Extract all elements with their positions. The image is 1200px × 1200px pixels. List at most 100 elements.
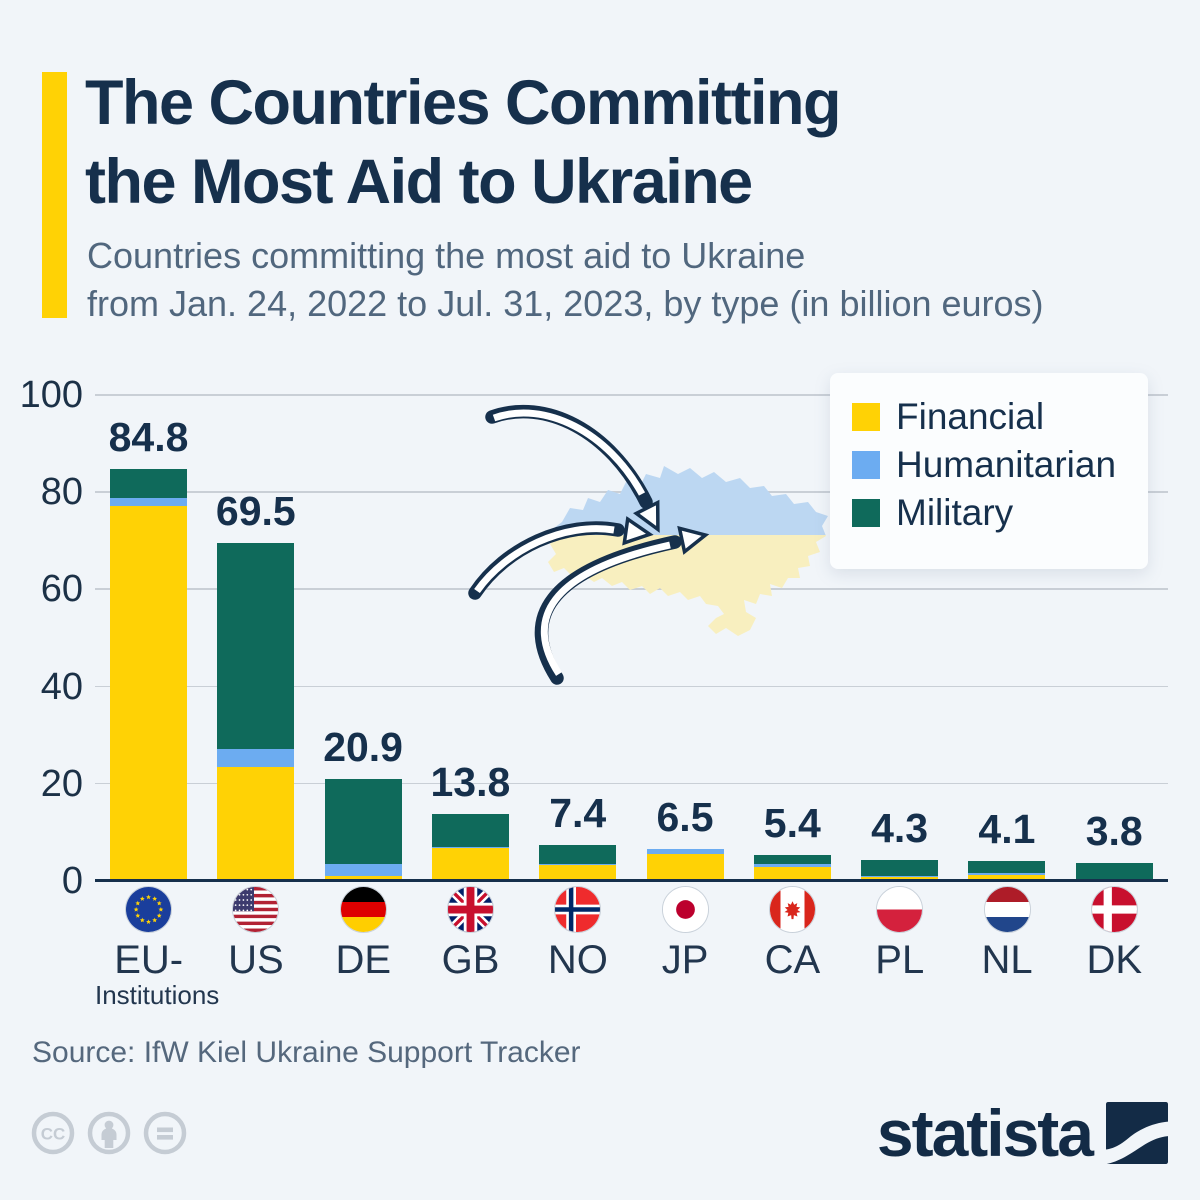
bar-segment-humanitarian-GB <box>431 846 509 849</box>
country-column-JP: JP <box>632 886 739 981</box>
country-column-US: US <box>202 886 309 981</box>
flag-dk-icon <box>1090 886 1138 933</box>
bar-segment-financial-NL <box>968 874 1046 881</box>
bar-segment-financial-US <box>217 766 295 881</box>
legend-label: Financial <box>896 396 1045 437</box>
gridline-100 <box>95 394 1168 396</box>
country-column-EU: EU- Institutions <box>95 886 220 1010</box>
legend-label: Humanitarian <box>896 444 1117 485</box>
flag-nl-icon <box>983 886 1031 933</box>
flag-pl-icon <box>876 886 924 933</box>
flag-jp-icon <box>661 886 709 933</box>
bar-segment-humanitarian-CA <box>753 864 831 867</box>
country-column-NL: NL <box>953 886 1060 981</box>
flag-de-icon <box>339 886 387 933</box>
bar-segment-military-DK <box>1075 862 1153 880</box>
country-label-PL: PL <box>875 938 925 982</box>
value-label-JP: 6.5 <box>656 794 714 841</box>
bar-segment-military-PL <box>861 860 939 876</box>
bar-segment-financial-NO <box>539 865 617 881</box>
cc-icon[interactable]: CC <box>30 1110 76 1156</box>
chart-plot-area: 0 20 40 60 80 100 <box>20 373 1168 902</box>
country-sublabel-EU: Institutions <box>95 980 220 1010</box>
y-tick-label-60: 60 <box>40 568 83 611</box>
subtitle-line-1: Countries committing the most aid to Ukr… <box>87 235 806 276</box>
bar-segment-humanitarian-US <box>217 748 295 767</box>
bar-segment-financial-JP <box>646 853 724 881</box>
bar-segment-humanitarian-JP <box>646 849 724 854</box>
value-label-EU: 84.8 <box>108 413 189 460</box>
country-axis: EU- Institutions US DE GB NO JP CA PL NL DK <box>95 886 1168 1016</box>
subtitle-line-2: from Jan. 24, 2022 to Jul. 31, 2023, by … <box>87 283 1044 324</box>
bar-segment-financial-EU <box>110 506 188 881</box>
value-label-US: 69.5 <box>215 488 296 535</box>
country-label-DE: DE <box>335 938 392 982</box>
flag-gb-icon <box>447 886 495 933</box>
country-column-PL: PL <box>846 886 953 981</box>
bar-segment-humanitarian-EU <box>110 497 188 507</box>
bar-segment-humanitarian-NO <box>539 864 617 866</box>
value-label-PL: 4.3 <box>871 805 929 852</box>
stacked-bar-EU <box>110 468 188 881</box>
title-accent-bar <box>42 72 67 318</box>
flag-ca-icon <box>768 886 816 933</box>
statista-logo[interactable]: statista <box>877 1100 1168 1166</box>
bar-segment-humanitarian-PL <box>861 875 939 878</box>
bar-segment-military-CA <box>753 854 831 865</box>
y-tick-label-80: 80 <box>40 471 83 514</box>
country-label-NL: NL <box>981 938 1033 982</box>
gridline-40 <box>95 685 1168 688</box>
country-column-DE: DE <box>310 886 417 981</box>
country-column-GB: GB <box>417 886 524 981</box>
statista-wordmark: statista <box>876 1096 1094 1170</box>
country-label-GB: GB <box>441 938 500 982</box>
bar-segment-military-NL <box>968 861 1046 873</box>
stacked-bar-NO <box>539 845 617 881</box>
cc-nd-icon[interactable] <box>142 1110 188 1156</box>
bar-segment-financial-DE <box>324 876 402 881</box>
chart-subtitle: Countries committing the most aid to Ukr… <box>87 232 1044 328</box>
title-line-1: The Countries Committing <box>85 68 841 138</box>
country-label-EU: EU- <box>114 938 184 982</box>
country-label-NO: NO <box>547 938 608 982</box>
value-label-NO: 7.4 <box>549 790 607 837</box>
page-title: The Countries Committing the Most Aid to … <box>85 64 841 222</box>
bar-segment-military-NO <box>539 845 617 865</box>
x-axis-line <box>95 879 1168 882</box>
aid-arrow-top <box>485 404 660 533</box>
bar-segment-military-US <box>217 543 295 749</box>
bar-segment-financial-CA <box>753 866 831 881</box>
country-label-US: US <box>228 938 284 982</box>
cc-license-badges[interactable]: CC <box>30 1110 188 1156</box>
legend-item-humanitarian: Humanitarian <box>852 441 1148 489</box>
stacked-bar-GB <box>431 813 509 881</box>
country-label-CA: CA <box>764 938 821 982</box>
legend-swatch-financial <box>852 403 880 431</box>
legend-item-financial: Financial <box>852 393 1148 441</box>
legend-label: Military <box>896 492 1014 533</box>
value-label-DE: 20.9 <box>323 724 403 771</box>
ukraine-map-graphic <box>468 404 828 685</box>
title-line-2: the Most Aid to Ukraine <box>85 147 753 217</box>
value-label-DK: 3.8 <box>1085 807 1143 854</box>
y-tick-label-0: 0 <box>61 860 83 902</box>
cc-by-icon[interactable] <box>86 1110 132 1156</box>
value-label-CA: 5.4 <box>763 799 821 846</box>
country-column-CA: CA <box>739 886 846 981</box>
aid-arrow-bottom <box>534 525 710 685</box>
bar-segment-humanitarian-DE <box>324 864 402 877</box>
bar-segment-military-GB <box>431 813 509 847</box>
y-tick-label-40: 40 <box>40 665 83 708</box>
country-label-DK: DK <box>1086 938 1143 982</box>
value-label-NL: 4.1 <box>978 806 1036 853</box>
value-label-GB: 13.8 <box>430 758 511 805</box>
bar-segment-humanitarian-NL <box>968 872 1046 875</box>
gridline-20 <box>95 782 1168 785</box>
flag-us-icon <box>232 886 280 933</box>
svg-text:CC: CC <box>41 1125 66 1144</box>
y-tick-label-20: 20 <box>40 762 83 805</box>
aid-arrow-middle <box>468 516 654 600</box>
statista-mark-icon <box>1106 1102 1168 1164</box>
stacked-bar-PL <box>861 860 939 881</box>
